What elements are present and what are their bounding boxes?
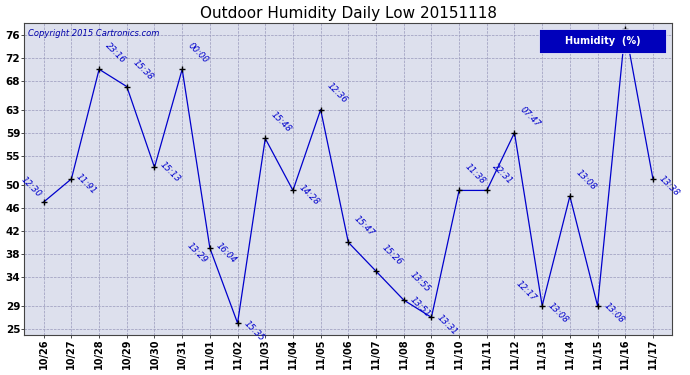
Text: 15:47: 15:47 xyxy=(353,214,377,238)
Text: Humidity  (%): Humidity (%) xyxy=(565,36,640,46)
Text: 22:31: 22:31 xyxy=(491,162,515,186)
Text: 13:08: 13:08 xyxy=(574,168,598,192)
Text: 15:26: 15:26 xyxy=(380,243,404,267)
Text: 14:28: 14:28 xyxy=(297,183,321,207)
Text: 13:08: 13:08 xyxy=(602,301,626,325)
Text: 13:08: 13:08 xyxy=(546,301,571,325)
Text: 12:17: 12:17 xyxy=(514,279,538,303)
Text: 15:13: 15:13 xyxy=(159,160,183,184)
Text: 13:29: 13:29 xyxy=(185,241,209,265)
FancyBboxPatch shape xyxy=(540,29,666,53)
Text: 11:38: 11:38 xyxy=(463,162,487,186)
Text: 13:38: 13:38 xyxy=(657,174,681,198)
Text: 16:04: 16:04 xyxy=(214,241,238,265)
Title: Outdoor Humidity Daily Low 20151118: Outdoor Humidity Daily Low 20151118 xyxy=(200,6,497,21)
Text: 13:31: 13:31 xyxy=(435,313,460,337)
Text: 13:51: 13:51 xyxy=(408,296,432,320)
Text: 13:55: 13:55 xyxy=(408,270,432,294)
Text: 00:00: 00:00 xyxy=(186,41,210,65)
Text: 15:38: 15:38 xyxy=(131,58,155,82)
Text: Copyright 2015 Cartronics.com: Copyright 2015 Cartronics.com xyxy=(28,29,159,38)
Text: 07:47: 07:47 xyxy=(519,105,542,129)
Text: 12:30: 12:30 xyxy=(19,175,43,199)
Text: 15:35: 15:35 xyxy=(241,319,266,342)
Text: 12:36: 12:36 xyxy=(325,81,348,105)
Text: 11:91: 11:91 xyxy=(75,172,98,195)
Text: 15:48: 15:48 xyxy=(269,110,293,134)
Text: 23:16: 23:16 xyxy=(104,41,127,65)
